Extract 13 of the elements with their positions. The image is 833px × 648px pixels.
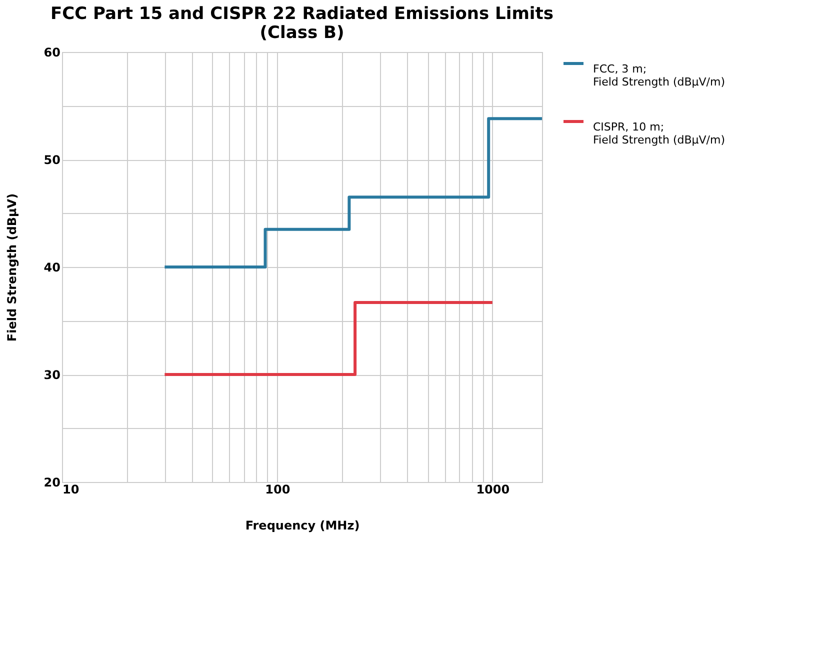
x-tick-label: 100: [265, 482, 290, 496]
y-tick-label: 40: [44, 260, 60, 274]
chart-title: FCC Part 15 and CISPR 22 Radiated Emissions Limits (Class B): [50, 4, 554, 43]
x-axis-title: Frequency (MHz): [245, 518, 360, 532]
y-tick-label: 50: [44, 153, 60, 167]
y-axis-title: Field Strength (dBμV): [4, 193, 19, 342]
y-tick-label: 30: [44, 368, 60, 382]
x-tick-label: 1000: [476, 482, 510, 496]
y-tick-label: 20: [44, 476, 60, 490]
x-tick-label: 10: [62, 482, 80, 496]
legend-label: FCC, 3 m; Field Strength (dBμV/m): [593, 62, 726, 88]
legend-label: CISPR, 10 m; Field Strength (dBμV/m): [593, 120, 726, 146]
y-tick-label: 60: [44, 46, 60, 60]
